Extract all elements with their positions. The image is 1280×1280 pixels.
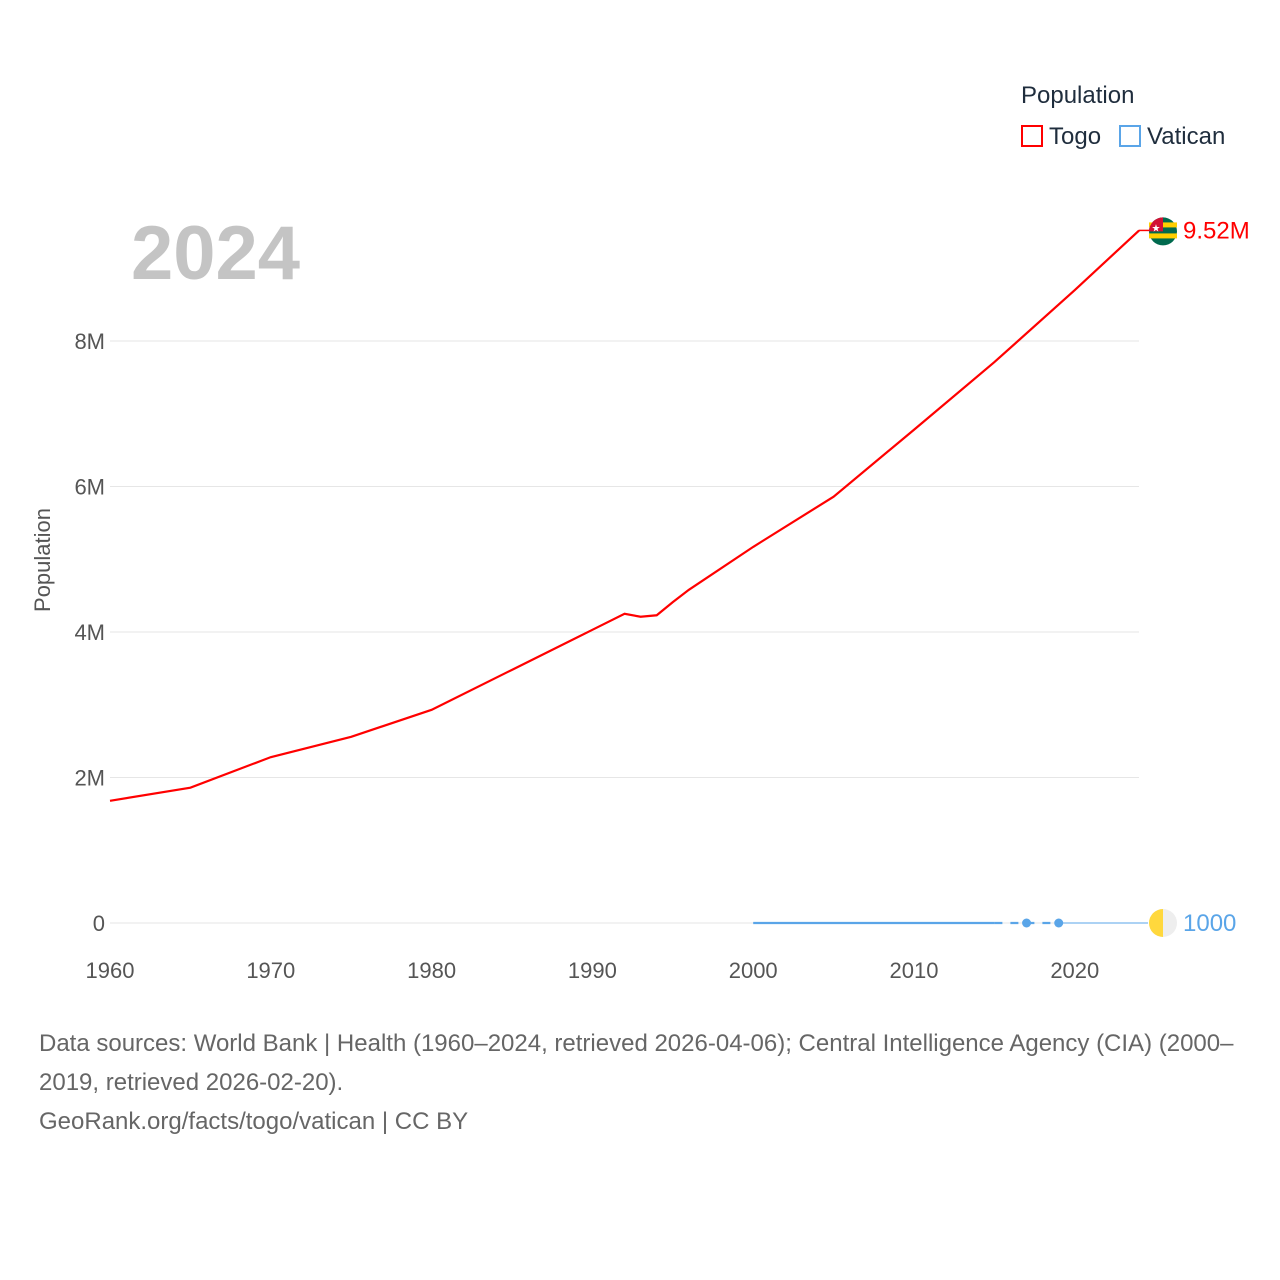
togo-line <box>109 229 1140 802</box>
x-tick-label: 2020 <box>1050 958 1099 983</box>
y-tick-label: 4M <box>74 620 105 645</box>
togo-flag-canton <box>1149 217 1163 232</box>
attribution-link[interactable]: GeoRank.org/facts/togo/vatican | CC BY <box>39 1108 469 1135</box>
legend-item-vatican[interactable]: Vatican <box>1119 123 1225 151</box>
y-tick-label: 6M <box>74 475 105 500</box>
x-tick-label: 1980 <box>407 958 456 983</box>
legend-swatch-vatican <box>1119 125 1142 147</box>
togo-end-label: 9.52M <box>1183 217 1250 244</box>
x-tick-label: 2010 <box>890 958 939 983</box>
legend-label: Togo <box>1049 123 1102 150</box>
vatican-flag-half <box>1149 909 1163 937</box>
y-tick-label: 0 <box>93 911 105 936</box>
source-text: Data sources: World Bank | Health (1960–… <box>39 1030 1234 1096</box>
legend-item-togo[interactable]: Togo <box>1021 123 1101 151</box>
y-tick-label: 8M <box>74 329 105 354</box>
x-tick-label: 2000 <box>729 958 778 983</box>
legend-label: Vatican <box>1147 123 1226 150</box>
vatican-end-label: 1000 <box>1183 910 1236 937</box>
togo-flag-star: ★ <box>1152 223 1161 234</box>
x-tick-label: 1990 <box>568 958 617 983</box>
y-axis-label: Population <box>30 508 55 612</box>
vatican-data-point <box>1054 918 1064 928</box>
current-year-label: 2024 <box>131 211 301 296</box>
legend: Togo Vatican <box>1021 123 1225 151</box>
vatican-data-point <box>1022 918 1032 928</box>
togo-flag-stripe <box>1149 233 1177 239</box>
legend-title: Population <box>1021 82 1135 109</box>
x-tick-label: 1970 <box>246 958 295 983</box>
y-tick-label: 2M <box>74 766 105 791</box>
data-source-note: Data sources: World Bank | Health (1960–… <box>39 1024 1249 1141</box>
x-tick-label: 1960 <box>86 958 135 983</box>
legend-swatch-togo <box>1021 125 1043 147</box>
